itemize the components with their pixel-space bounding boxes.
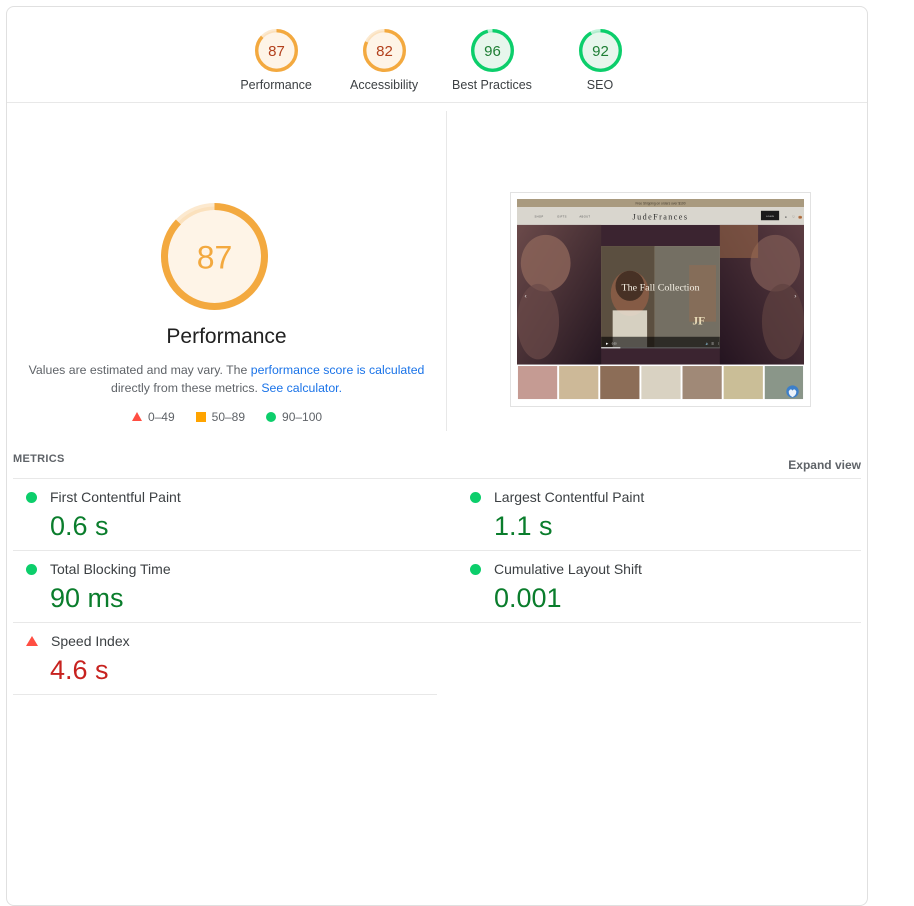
svg-text:ABOUT: ABOUT [579,214,590,218]
svg-text:☰: ☰ [711,341,714,345]
svg-text:87: 87 [268,43,285,60]
svg-text:👜: 👜 [798,214,803,219]
svg-text:92: 92 [592,43,609,60]
svg-text:LOGIN: LOGIN [766,216,774,218]
svg-text:‹: ‹ [524,293,526,300]
svg-text:0:00: 0:00 [612,342,617,345]
svg-text:Free Shipping on orders over $: Free Shipping on orders over $100 [635,202,685,206]
svg-text:JudeFrances: JudeFrances [633,212,689,221]
svg-text:♡: ♡ [792,215,795,219]
svg-text:The Fall Collection: The Fall Collection [621,283,699,294]
svg-text:GIFTS: GIFTS [557,214,567,218]
svg-text:82: 82 [376,43,393,60]
svg-text:›: › [794,293,796,300]
svg-text:⋮: ⋮ [717,341,720,345]
svg-text:96: 96 [484,43,501,60]
svg-text:JF: JF [692,316,705,328]
svg-text:87: 87 [197,240,233,276]
svg-text:🔈: 🔈 [705,341,709,345]
svg-text:SHOP: SHOP [534,214,543,218]
svg-text:●: ● [785,215,787,219]
